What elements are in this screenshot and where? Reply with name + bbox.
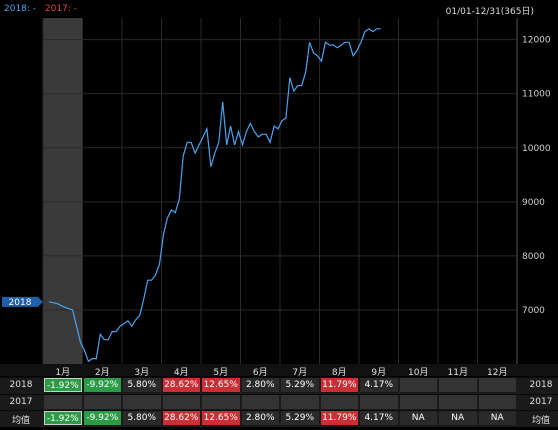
return-cell[interactable]: 12.65% — [202, 378, 240, 392]
legend-2018[interactable]: 2018: - — [4, 4, 37, 14]
return-cell[interactable] — [202, 395, 240, 409]
month-label[interactable]: 10月 — [408, 368, 429, 378]
return-cell[interactable]: NA — [478, 411, 516, 425]
month-label[interactable]: 3月 — [134, 368, 150, 378]
return-cell[interactable] — [44, 395, 82, 409]
return-cell[interactable]: 11.79% — [320, 411, 358, 425]
return-cell[interactable]: -9.92% — [83, 378, 121, 392]
return-cell[interactable] — [478, 395, 516, 409]
row-label-right-r2018: 2018 — [529, 380, 553, 390]
y-tick-label: 8000 — [522, 252, 545, 262]
return-cell[interactable]: -1.92% — [44, 378, 82, 392]
month-label[interactable]: 6月 — [252, 368, 268, 378]
row-label-r2018: 2018 — [9, 380, 33, 390]
month-label[interactable]: 11月 — [447, 368, 468, 378]
month-header-bg — [0, 364, 558, 376]
return-cell[interactable] — [320, 395, 358, 409]
date-range-label: 01/01-12/31(365日) — [445, 7, 534, 17]
return-cell[interactable] — [399, 378, 437, 392]
y-tick-label: 10000 — [522, 144, 551, 154]
return-cell[interactable] — [83, 395, 121, 409]
return-cell[interactable] — [162, 395, 200, 409]
return-cell[interactable]: 5.80% — [123, 411, 161, 425]
return-cell[interactable]: 28.62% — [162, 378, 200, 392]
y-tick-label: 11000 — [522, 90, 551, 100]
return-cell[interactable] — [281, 395, 319, 409]
month-label[interactable]: 9月 — [371, 368, 387, 378]
return-cell[interactable]: 2.80% — [241, 378, 279, 392]
return-cell[interactable]: 5.29% — [281, 411, 319, 425]
series-line-2018[interactable] — [48, 28, 381, 363]
legend-2017[interactable]: 2017: - — [44, 4, 77, 14]
month-label[interactable]: 12月 — [487, 368, 508, 378]
row-label-right-r2017: 2017 — [529, 397, 553, 407]
month-label[interactable]: 8月 — [331, 368, 347, 378]
return-cell[interactable] — [360, 395, 398, 409]
month-label[interactable]: 2月 — [94, 368, 110, 378]
y-tick-label: 12000 — [522, 36, 551, 46]
row-label-r2017: 2017 — [9, 397, 33, 407]
return-cell[interactable] — [241, 395, 279, 409]
return-cell[interactable] — [478, 378, 516, 392]
current-value-tag-label: 2018 — [9, 298, 32, 308]
y-tick-label: 9000 — [522, 198, 545, 208]
month-label[interactable]: 4月 — [173, 368, 189, 378]
return-cell[interactable] — [399, 395, 437, 409]
month-label[interactable]: 1月 — [55, 368, 71, 378]
row-label-right-avg: 均值 — [531, 416, 550, 426]
return-cell[interactable]: 11.79% — [320, 378, 358, 392]
y-tick-label: 7000 — [522, 306, 545, 316]
return-cell[interactable] — [123, 395, 161, 409]
return-cell[interactable]: -9.92% — [83, 411, 121, 425]
return-cell[interactable]: 5.29% — [281, 378, 319, 392]
current-value-tag — [2, 296, 43, 307]
return-cell[interactable]: 4.17% — [360, 411, 398, 425]
return-cell[interactable]: -1.92% — [44, 411, 82, 425]
return-cell[interactable] — [439, 395, 477, 409]
month-label[interactable]: 7月 — [292, 368, 308, 378]
legend: 2018: - 2017: - — [4, 4, 83, 14]
return-cell[interactable] — [439, 378, 477, 392]
return-cell[interactable]: NA — [439, 411, 477, 425]
return-cell[interactable]: 28.62% — [162, 411, 200, 425]
return-cell[interactable]: 12.65% — [202, 411, 240, 425]
return-cell[interactable]: 4.17% — [360, 378, 398, 392]
month-label[interactable]: 5月 — [213, 368, 229, 378]
highlight-column — [43, 18, 83, 364]
return-cell[interactable]: 5.80% — [123, 378, 161, 392]
row-label-avg: 均值 — [11, 416, 30, 426]
return-cell[interactable]: NA — [399, 411, 437, 425]
return-cell[interactable]: 2.80% — [241, 411, 279, 425]
